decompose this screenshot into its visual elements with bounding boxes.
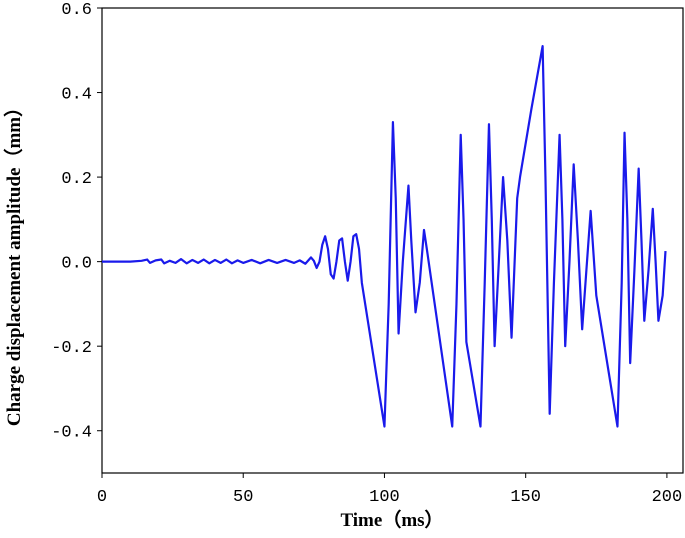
x-tick-label: 100 <box>369 488 400 507</box>
y-tick-label: -0.4 <box>51 424 92 443</box>
y-tick-label: 0.2 <box>61 170 92 189</box>
y-tick-label: 0.4 <box>61 86 92 105</box>
y-tick-label: 0.6 <box>61 1 92 20</box>
x-tick-label: 200 <box>652 488 683 507</box>
x-tick-label: 0 <box>97 488 107 507</box>
y-axis-label: Charge displacement amplitude（mm） <box>2 98 25 426</box>
data-line <box>102 44 667 428</box>
x-axis-label: Time（ms） <box>340 508 443 531</box>
x-tick-label: 150 <box>510 488 541 507</box>
y-tick-label: 0.0 <box>61 255 92 274</box>
plot-frame <box>101 7 684 474</box>
y-tick-label: -0.2 <box>51 339 92 358</box>
x-tick-label: 50 <box>233 488 253 507</box>
